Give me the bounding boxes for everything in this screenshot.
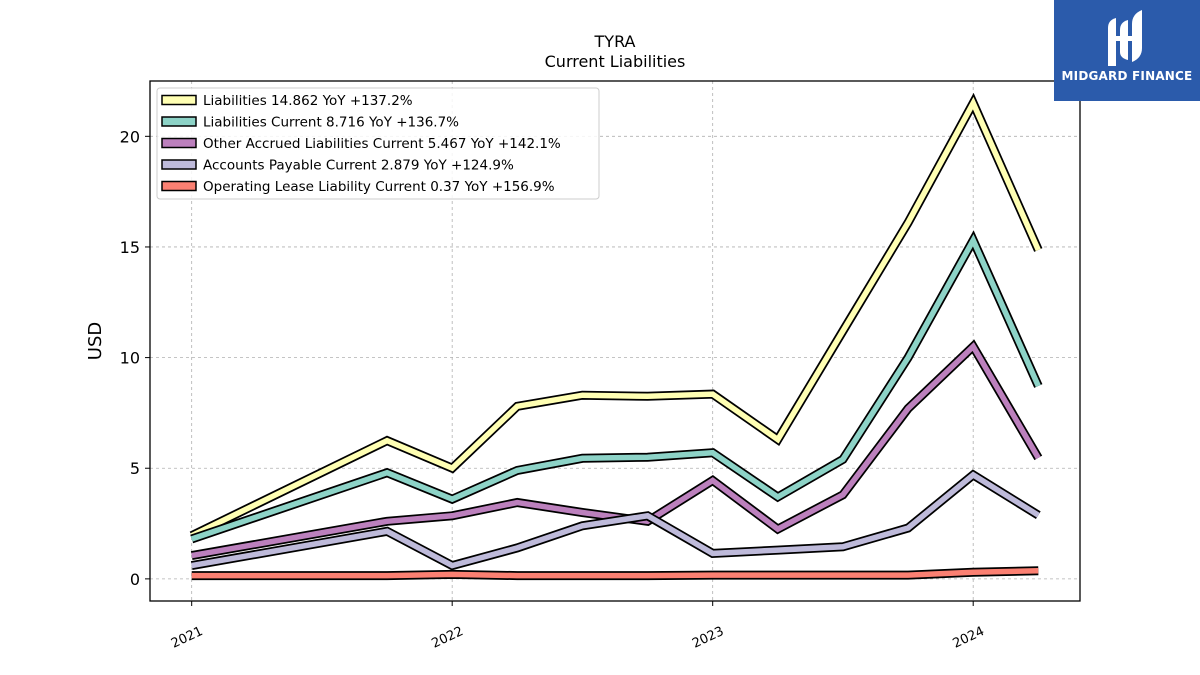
y-tick-label: 0 [130, 570, 140, 589]
series-line [190, 339, 1043, 561]
y-axis: 0 5 10 15 20 [120, 127, 150, 589]
legend-item: Other Accrued Liabilities Current 5.467 … [161, 136, 561, 152]
chart-title: TYRA [594, 32, 636, 51]
series-stroke [191, 342, 1041, 559]
series-stroke [190, 234, 1041, 542]
legend-swatch [161, 137, 197, 149]
legend-item: Liabilities 14.862 YoY +137.2% [161, 93, 413, 109]
legend-swatch [161, 116, 197, 127]
legend-swatch [161, 180, 197, 192]
y-tick-label: 15 [120, 238, 140, 257]
chart-subtitle: Current Liabilities [545, 52, 686, 71]
legend-swatch [161, 94, 197, 106]
midgard-logo-icon [1108, 10, 1142, 66]
legend-label: Operating Lease Liability Current 0.37 Y… [203, 179, 555, 195]
legend-box [156, 87, 600, 200]
series-line [190, 230, 1043, 544]
legend-label: Liabilities Current 8.716 YoY +136.7% [203, 115, 459, 131]
series-stroke [190, 96, 1041, 539]
series-stroke [191, 567, 1039, 579]
x-tick-label: 2022 [430, 624, 466, 652]
y-tick-label: 20 [120, 127, 140, 146]
plot-frame [149, 80, 1081, 602]
legend-swatch [161, 159, 197, 170]
series-stroke [191, 471, 1040, 569]
series-line [191, 566, 1039, 581]
y-tick-label: 5 [130, 459, 140, 478]
y-axis-label: USD [85, 322, 106, 360]
legend-label: Other Accrued Liabilities Current 5.467 … [203, 136, 561, 152]
legend-item: Operating Lease Liability Current 0.37 Y… [161, 179, 555, 195]
x-tick-label: 2021 [169, 624, 205, 652]
legend-item: Accounts Payable Current 2.879 YoY +124.… [161, 158, 514, 174]
x-axis: 2021 2022 2023 2024 [169, 601, 987, 652]
brand-logo: MIDGARD FINANCE [1054, 0, 1200, 101]
legend-label: Liabilities 14.862 YoY +137.2% [203, 93, 413, 109]
y-tick-label: 10 [120, 349, 140, 368]
x-tick-label: 2023 [690, 624, 726, 652]
series-line [189, 92, 1043, 540]
series-layer [189, 92, 1043, 581]
x-tick-label: 2024 [951, 624, 987, 652]
brand-name: MIDGARD FINANCE [1061, 69, 1193, 83]
legend-label: Accounts Payable Current 2.879 YoY +124.… [203, 158, 514, 174]
legend: Liabilities 14.862 YoY +137.2% Liabilitie… [156, 87, 600, 200]
series-line [190, 469, 1041, 571]
legend-item: Liabilities Current 8.716 YoY +136.7% [161, 115, 459, 131]
